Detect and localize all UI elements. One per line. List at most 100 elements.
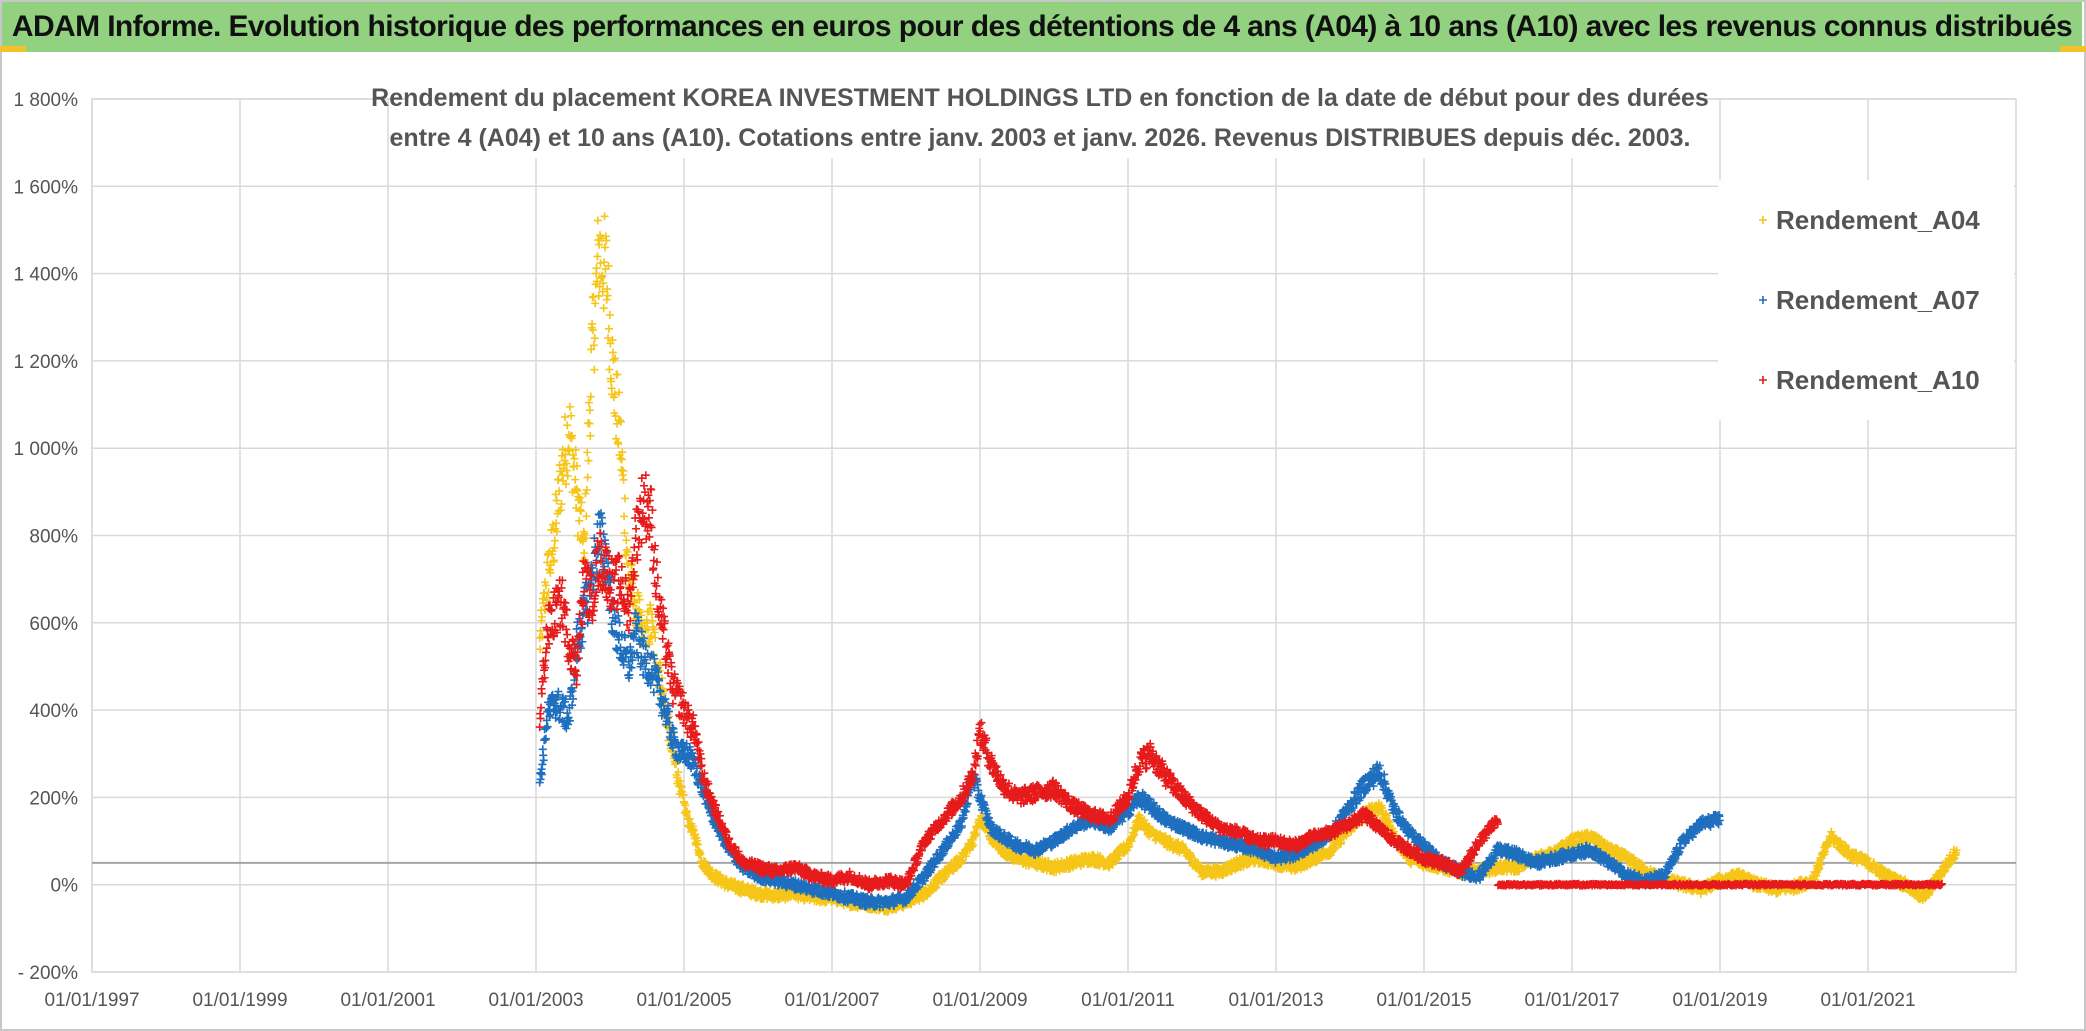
- report-title: ADAM Informe. Evolution historique des p…: [11, 10, 2073, 43]
- data-point: [565, 402, 574, 411]
- data-point: [572, 461, 581, 470]
- y-tick-label: - 200%: [18, 963, 78, 984]
- data-point: [614, 440, 623, 449]
- data-point: [600, 212, 609, 221]
- data-point: [634, 591, 643, 600]
- data-point: [595, 240, 604, 249]
- data-point: [969, 840, 978, 849]
- x-tick-label: 01/01/2005: [636, 990, 731, 1011]
- x-tick-label: 01/01/2011: [1081, 990, 1175, 1011]
- data-series: [535, 212, 1961, 916]
- data-point: [572, 485, 581, 494]
- x-tick-label: 01/01/2017: [1524, 990, 1619, 1011]
- x-tick-label: 01/01/2001: [340, 990, 435, 1011]
- data-point: [630, 598, 639, 607]
- data-point: [550, 536, 559, 545]
- data-point: [565, 446, 574, 455]
- data-point: [567, 411, 576, 420]
- data-point: [691, 830, 700, 839]
- data-point: [602, 295, 611, 304]
- data-point: [617, 465, 626, 474]
- data-point: [539, 756, 548, 765]
- data-point: [587, 345, 596, 354]
- data-point: [679, 790, 688, 799]
- data-point: [616, 416, 625, 425]
- data-point: [571, 475, 580, 484]
- data-point: [581, 489, 590, 498]
- data-point: [558, 470, 567, 479]
- data-point: [552, 519, 561, 528]
- data-point: [561, 413, 570, 422]
- data-point: [538, 760, 547, 769]
- y-tick-label: 1 400%: [14, 265, 79, 286]
- data-point: [575, 516, 584, 525]
- data-point: [612, 434, 621, 443]
- data-point: [968, 842, 977, 851]
- data-point: [563, 421, 572, 430]
- data-point: [554, 506, 563, 515]
- data-point: [536, 645, 545, 654]
- data-point: [619, 466, 628, 475]
- data-point: [622, 545, 631, 554]
- data-point: [628, 579, 637, 588]
- data-point: [600, 243, 609, 252]
- data-point: [613, 370, 622, 379]
- y-tick-label: 800%: [29, 527, 78, 548]
- y-tick-label: 200%: [29, 788, 78, 809]
- data-point: [620, 529, 629, 538]
- x-tick-label: 01/01/2009: [932, 990, 1027, 1011]
- data-point: [604, 334, 613, 343]
- data-point: [589, 292, 598, 301]
- data-point: [588, 326, 597, 335]
- data-point: [932, 883, 941, 892]
- x-tick-label: 01/01/2015: [1376, 990, 1471, 1011]
- data-point: [561, 480, 570, 489]
- data-point: [556, 506, 565, 515]
- data-point: [562, 466, 571, 475]
- data-point: [681, 801, 690, 810]
- data-point: [547, 525, 556, 534]
- data-point: [617, 455, 626, 464]
- data-point: [604, 324, 613, 333]
- data-point: [570, 454, 579, 463]
- x-tick-label: 01/01/1997: [44, 990, 139, 1011]
- data-point: [583, 473, 592, 482]
- data-point: [569, 450, 577, 459]
- data-point: [594, 291, 603, 300]
- data-point: [554, 475, 563, 484]
- y-tick-label: 1 800%: [14, 90, 79, 111]
- data-point: [637, 611, 646, 620]
- data-point: [961, 852, 970, 861]
- data-point: [605, 365, 614, 374]
- x-tick-label: 01/01/2021: [1820, 990, 1915, 1011]
- data-point: [571, 445, 580, 454]
- data-point: [592, 264, 601, 273]
- data-point: [557, 451, 566, 460]
- data-point: [585, 419, 594, 428]
- data-point: [597, 234, 606, 243]
- data-point: [933, 879, 942, 888]
- data-point: [651, 633, 660, 642]
- y-tick-label: 0%: [51, 876, 79, 897]
- data-point: [557, 500, 566, 509]
- data-point: [620, 494, 629, 503]
- data-point: [552, 496, 561, 505]
- data-point: [598, 271, 607, 280]
- data-point: [623, 547, 632, 556]
- data-point: [620, 512, 629, 521]
- data-point: [585, 406, 594, 415]
- data-point: [591, 299, 600, 308]
- data-point: [580, 529, 589, 538]
- data-point: [611, 412, 620, 421]
- data-point: [555, 487, 564, 496]
- data-point: [615, 388, 624, 397]
- data-point: [635, 595, 644, 604]
- data-point: [599, 279, 608, 288]
- data-point: [593, 216, 602, 225]
- data-point: [609, 355, 618, 364]
- y-tick-label: 1 200%: [14, 352, 79, 373]
- data-point: [611, 354, 620, 363]
- x-tick-label: 01/01/2007: [784, 990, 879, 1011]
- x-tick-label: 01/01/1999: [192, 990, 287, 1011]
